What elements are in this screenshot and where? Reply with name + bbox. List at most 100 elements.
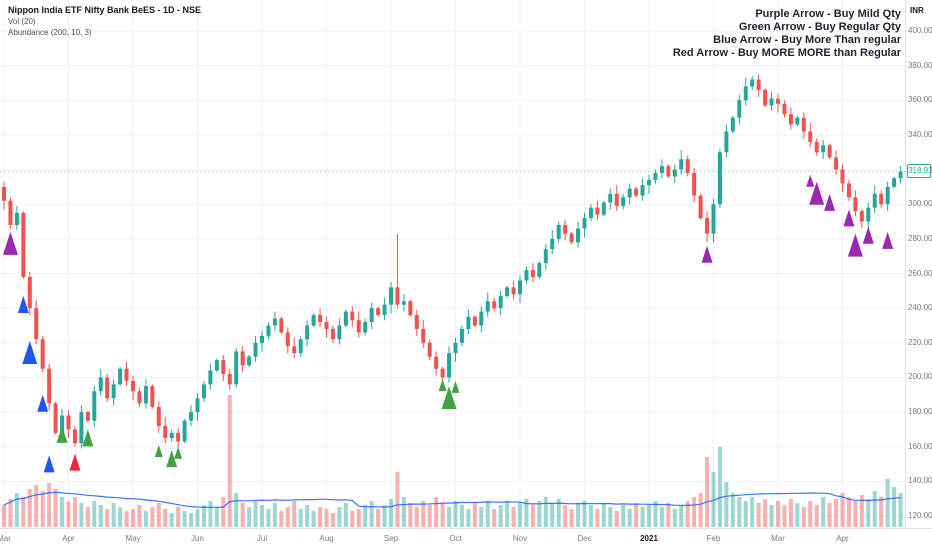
volume-bar [872, 491, 877, 527]
candle-body [92, 391, 97, 421]
price-axis[interactable]: INR 400.00380.00360.00340.00320.00300.00… [905, 0, 932, 550]
time-axis[interactable]: Mar Apr May Jun Jul Aug Sep Oct Nov Dec 2021 Feb Mar… [0, 528, 932, 550]
volume-bar [2, 505, 6, 527]
volume-bar [47, 483, 52, 527]
volume-bar [530, 505, 535, 527]
volume-bar [440, 503, 445, 527]
candle-body [253, 342, 258, 357]
legend-line-green: Green Arrow - Buy Regular Qty [738, 21, 901, 33]
time-tick-label: Mar [771, 534, 785, 543]
candle-body [698, 195, 703, 219]
candle-body [814, 141, 819, 153]
indicator-abundance[interactable]: Abundance (200, 10, 3) [8, 28, 92, 37]
candle-body [118, 368, 123, 385]
symbol-title[interactable]: Nippon India ETF Nifty Bank BeES - 1D - … [8, 5, 202, 15]
volume-bar [201, 505, 206, 527]
volume-bar [66, 501, 71, 527]
candle-body [588, 207, 593, 219]
candle-body [298, 339, 303, 354]
volume-bar [92, 501, 97, 527]
volume-bar [279, 511, 284, 527]
candle-body [292, 346, 297, 354]
candle-body [743, 86, 748, 101]
candle-body [485, 301, 490, 312]
price-tick-label: 360.00 [908, 95, 932, 105]
candle-body [240, 351, 245, 366]
candle-body [808, 131, 813, 142]
time-tick-label: Jul [256, 534, 268, 543]
candle-body [879, 193, 884, 205]
volume-bar [859, 495, 864, 527]
buy-arrow-blue [37, 394, 49, 412]
candle-body [737, 100, 742, 118]
candle-body [634, 188, 639, 196]
buy-arrow-red [69, 453, 81, 471]
candle-body [285, 332, 290, 347]
time-tick-label: Aug [319, 534, 334, 543]
candle-body [756, 79, 761, 90]
candle-body [472, 316, 477, 326]
volume-bar [885, 479, 890, 527]
volume-bar [356, 509, 361, 527]
price-chart-canvas[interactable] [0, 0, 905, 550]
buy-arrow-green [451, 380, 460, 393]
candle-body [711, 204, 716, 234]
price-tick-label: 340.00 [908, 129, 932, 139]
time-tick-label: Apr [836, 534, 849, 543]
volume-bar [821, 497, 826, 527]
volume-bar [434, 497, 439, 527]
candle-body [182, 420, 187, 442]
buy-arrow-blue [17, 296, 29, 314]
candle-body [853, 197, 858, 212]
candle-body [801, 117, 806, 132]
price-tick-label: 240.00 [908, 303, 932, 313]
volume-bar [137, 505, 142, 527]
buy-arrow-purple [847, 233, 863, 257]
volume-bar [743, 501, 748, 527]
candle-body [227, 373, 232, 385]
arrow-legend: Purple Arrow - Buy Mild Qty Green Arrow … [673, 8, 901, 60]
volume-bar [576, 503, 581, 527]
candle-body [414, 315, 419, 329]
volume-bar [376, 509, 381, 527]
volume-bar [498, 505, 503, 527]
candle-body [492, 301, 497, 309]
time-tick-label: Sep [383, 534, 399, 543]
volume-bar [227, 395, 232, 527]
volume-bar [182, 511, 187, 527]
candle-body [21, 212, 26, 277]
time-tick-label: Nov [512, 534, 528, 543]
candle-body [524, 270, 529, 281]
volume-bar [505, 501, 510, 527]
candle-body [750, 79, 755, 87]
volume-bar [292, 501, 297, 527]
candle-body [221, 360, 226, 374]
volume-ma-line [3, 491, 901, 509]
volume-bar [60, 497, 65, 527]
candle-body [195, 398, 200, 413]
buy-arrow-blue [43, 455, 55, 473]
candle-body [556, 225, 561, 239]
candle-body [27, 276, 32, 309]
volume-bar [34, 485, 39, 527]
volume-bar [737, 497, 742, 527]
buy-arrow-purple [2, 231, 18, 255]
candle-body [105, 377, 110, 399]
candle-body [350, 311, 355, 321]
candle-body [408, 301, 413, 316]
candle-body [459, 328, 464, 343]
candle-body [440, 368, 445, 378]
candle-body [234, 351, 239, 385]
volume-bar [776, 501, 780, 527]
volume-bar [459, 505, 464, 527]
indicator-volume[interactable]: Vol (20) [8, 17, 36, 26]
chart-header: Nippon India ETF Nifty Bank BeES - 1D - … [8, 5, 201, 37]
volume-bar [343, 503, 348, 527]
candle-body [653, 173, 658, 180]
candle-body [305, 325, 310, 340]
price-tick-list: 400.00380.00360.00340.00320.00300.00280.… [906, 0, 932, 550]
volume-bar [408, 503, 413, 527]
candle-body [627, 188, 632, 198]
volume-bar [208, 501, 213, 527]
